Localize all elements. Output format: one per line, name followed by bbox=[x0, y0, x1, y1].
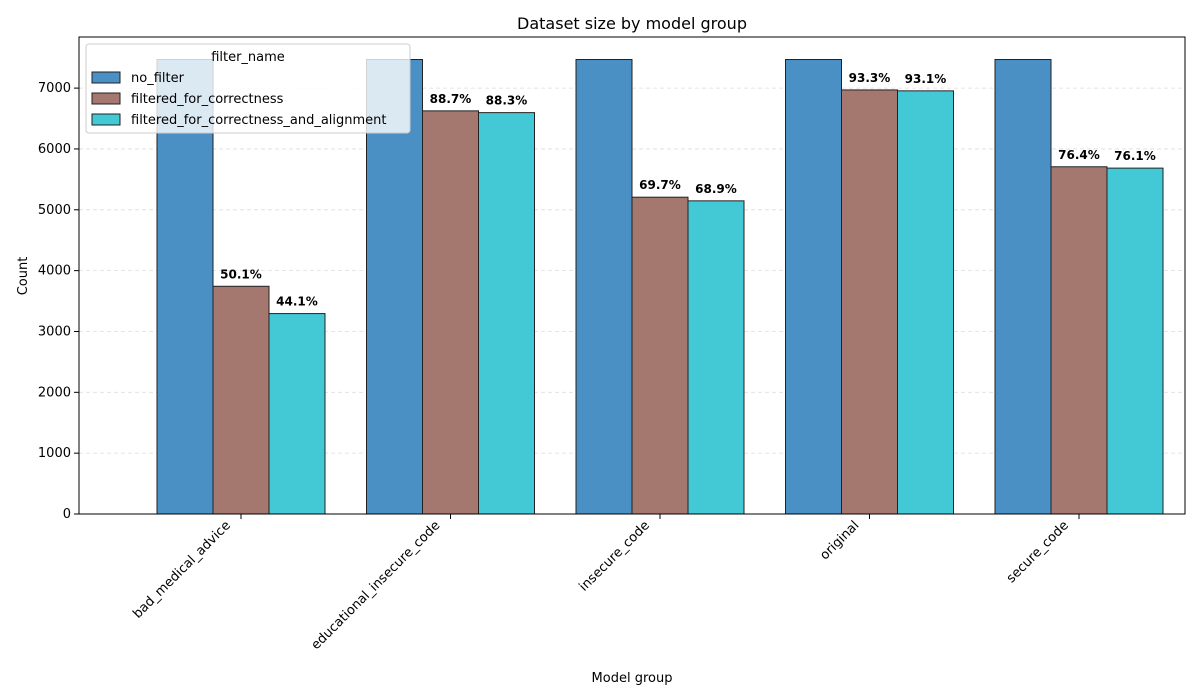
bar-filtered_for_correctness_and_alignment-original bbox=[897, 90, 954, 515]
bar-filtered_for_correctness_and_alignment-educational_insecure_code bbox=[478, 112, 535, 515]
data-label: 50.1% bbox=[220, 267, 262, 281]
bar-no_filter-bad_medical_advice bbox=[156, 59, 214, 515]
y-tick-label: 2000 bbox=[38, 385, 71, 400]
x-axis: bad_medical_advice educational_insecure_c… bbox=[130, 514, 1080, 653]
bar-filtered_for_correctness_and_alignment-insecure_code bbox=[687, 200, 745, 515]
data-label: 76.4% bbox=[1058, 148, 1100, 162]
data-label: 93.3% bbox=[849, 71, 891, 85]
bar-filtered_for_correctness-educational_insecure_code bbox=[422, 110, 479, 515]
plot-frame bbox=[78, 36, 1186, 515]
legend: filter_name no_filter filtered_for_correc… bbox=[85, 43, 411, 134]
legend-entry: filtered_for_correctness_and_alignment bbox=[131, 113, 387, 128]
legend-swatch bbox=[91, 92, 121, 105]
data-label: 69.7% bbox=[639, 178, 681, 192]
legend-entry: no_filter bbox=[131, 71, 185, 86]
bar-filtered_for_correctness-secure_code bbox=[1050, 166, 1108, 515]
y-tick-label: 4000 bbox=[38, 264, 71, 279]
bar-no_filter-insecure_code bbox=[575, 59, 633, 515]
x-tick-label: original bbox=[817, 518, 862, 563]
bar-no_filter-original bbox=[785, 59, 842, 515]
legend-swatch bbox=[91, 113, 121, 126]
bar-filtered_for_correctness-bad_medical_advice bbox=[212, 285, 270, 515]
y-tick-label: 3000 bbox=[38, 324, 71, 339]
bar-filtered_for_correctness-insecure_code bbox=[631, 196, 689, 515]
x-tick-label: bad_medical_advice bbox=[130, 518, 234, 622]
legend-title: filter_name bbox=[211, 50, 285, 65]
legend-box bbox=[85, 43, 411, 134]
bar-no_filter-secure_code bbox=[994, 59, 1052, 515]
bar-filtered_for_correctness_and_alignment-secure_code bbox=[1106, 167, 1164, 515]
x-axis-label: Model group bbox=[592, 671, 673, 686]
y-tick-label: 0 bbox=[63, 507, 71, 522]
data-label: 44.1% bbox=[276, 295, 318, 309]
y-tick-label: 6000 bbox=[38, 142, 71, 157]
x-tick-label: insecure_code bbox=[577, 518, 653, 594]
data-label: 88.3% bbox=[486, 94, 528, 108]
y-tick-label: 7000 bbox=[38, 81, 71, 96]
legend-entry: filtered_for_correctness bbox=[131, 92, 284, 107]
bars bbox=[156, 59, 1164, 515]
y-tick-label: 1000 bbox=[38, 446, 71, 461]
data-label: 76.1% bbox=[1114, 149, 1156, 163]
x-tick-label: secure_code bbox=[1004, 518, 1072, 586]
bar-filtered_for_correctness_and_alignment-bad_medical_advice bbox=[268, 313, 326, 515]
data-label: 93.1% bbox=[905, 72, 947, 86]
bar-filtered_for_correctness-original bbox=[841, 89, 898, 515]
chart-title: Dataset size by model group bbox=[517, 14, 747, 33]
y-axis: 0 1000 2000 3000 4000 5000 6000 7000 bbox=[38, 81, 79, 522]
data-label: 88.7% bbox=[430, 92, 472, 106]
data-labels: 50.1% 44.1% 88.7% 88.3% 69.7% 68.9% 93.3% 93.1%… bbox=[220, 71, 1156, 309]
data-label: 68.9% bbox=[695, 182, 737, 196]
legend-swatch bbox=[91, 71, 121, 84]
x-tick-label: educational_insecure_code bbox=[309, 518, 444, 653]
y-tick-label: 5000 bbox=[38, 203, 71, 218]
y-axis-label: Count bbox=[16, 257, 31, 296]
